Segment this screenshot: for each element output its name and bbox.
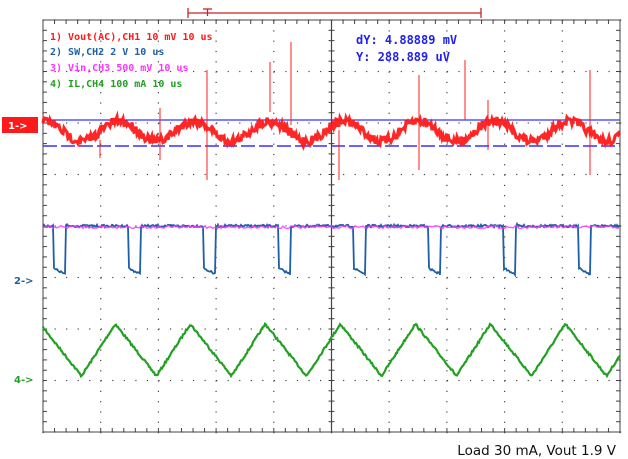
- channel-4-il-trace: [41, 322, 621, 379]
- channel-3-vin-trace: [42, 224, 620, 230]
- cursor-delta-y: dY: 4.88889 mV: [356, 33, 457, 47]
- channel-2-marker: 2->: [14, 276, 34, 287]
- waveform-traces: [41, 42, 621, 379]
- channel-4-marker: 4->: [14, 375, 34, 386]
- channel-3-label: 3) Vin,CH3 500 mV 10 us: [50, 62, 188, 74]
- cursor-readout: dY: 4.88889 mV Y: 288.889 uV: [356, 33, 457, 64]
- trigger-position-bracket: [187, 8, 482, 18]
- channel-1-marker: 1->: [8, 121, 28, 132]
- channel-1-marker-box: [2, 117, 38, 133]
- channel-2-label: 2) SW,CH2 2 V 10 us: [50, 47, 164, 58]
- channel-1-label: 1) Vout(AC),CH1 10 mV 10 us: [50, 32, 213, 43]
- channel-legend: 1) Vout(AC),CH1 10 mV 10 us 2) SW,CH2 2 …: [50, 32, 213, 90]
- cursor-lines: [43, 119, 620, 147]
- graticule: [42, 19, 622, 434]
- channel-ground-markers: 1-> 2-> 4->: [2, 117, 38, 386]
- channel-4-label: 4) IL,CH4 100 mA 10 us: [50, 79, 182, 90]
- channel-1-vout-trace: [41, 110, 621, 152]
- chart-caption: Load 30 mA, Vout 1.9 V: [457, 443, 616, 459]
- cursor-y: Y: 288.889 uV: [356, 50, 450, 64]
